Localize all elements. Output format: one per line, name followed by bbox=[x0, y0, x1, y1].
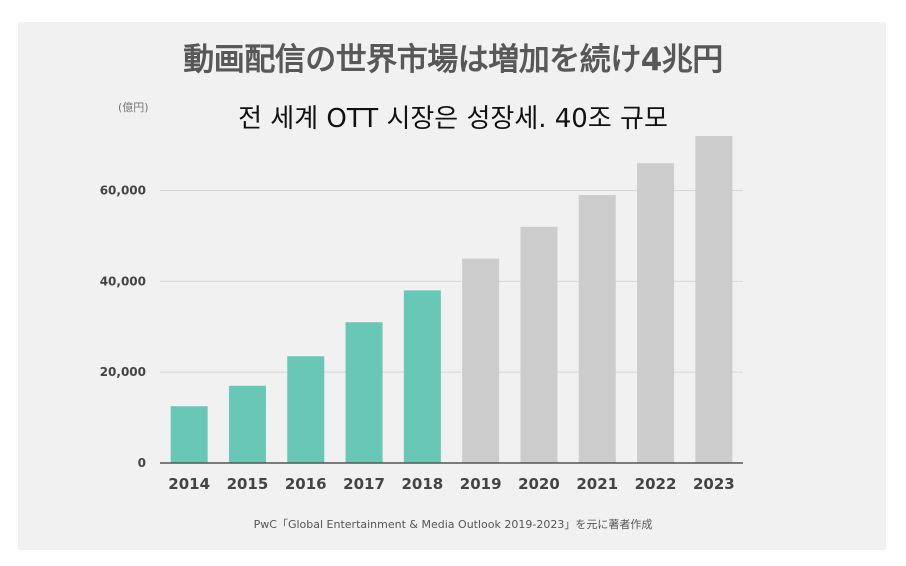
x-tick-label: 2015 bbox=[227, 475, 269, 493]
x-tick-label: 2018 bbox=[401, 475, 443, 493]
bar-2014 bbox=[170, 406, 208, 463]
bar-2018 bbox=[403, 290, 441, 463]
y-axis-ticks: 0 20,000 40,000 60,000 bbox=[100, 184, 146, 471]
y-axis-unit-label: (億円) bbox=[118, 101, 149, 114]
bar-2023 bbox=[695, 136, 733, 463]
y-tick-label: 40,000 bbox=[100, 274, 146, 288]
x-tick-label: 2016 bbox=[285, 475, 327, 493]
x-tick-label: 2020 bbox=[518, 475, 560, 493]
x-tick-label: 2022 bbox=[635, 475, 677, 493]
bar-2019 bbox=[462, 258, 500, 463]
x-axis-categories: 2014 2015 2016 2017 2018 2019 2020 2021 2022 2023 bbox=[168, 475, 734, 493]
chart-panel bbox=[18, 22, 886, 550]
source-note: PwC「Global Entertainment & Media Outlook… bbox=[253, 518, 653, 531]
x-tick-label: 2023 bbox=[693, 475, 735, 493]
x-tick-label: 2021 bbox=[576, 475, 618, 493]
x-tick-label: 2017 bbox=[343, 475, 385, 493]
y-tick-label: 20,000 bbox=[100, 365, 146, 379]
y-tick-label: 0 bbox=[138, 456, 146, 470]
bar-2020 bbox=[520, 226, 558, 463]
bar-2015 bbox=[228, 385, 266, 463]
bar-2022 bbox=[637, 163, 675, 463]
chart-title: 動画配信の世界市場は増加を続け4兆円 bbox=[183, 42, 723, 78]
chart-subtitle: 전 세계 OTT 시장은 성장세. 40조 규모 bbox=[238, 104, 668, 134]
x-tick-label: 2014 bbox=[168, 475, 210, 493]
bar-2016 bbox=[287, 356, 325, 463]
bars bbox=[170, 136, 733, 463]
bar-2017 bbox=[345, 322, 383, 463]
bar-2021 bbox=[578, 195, 616, 463]
x-tick-label: 2019 bbox=[460, 475, 502, 493]
y-tick-label: 60,000 bbox=[100, 184, 146, 198]
